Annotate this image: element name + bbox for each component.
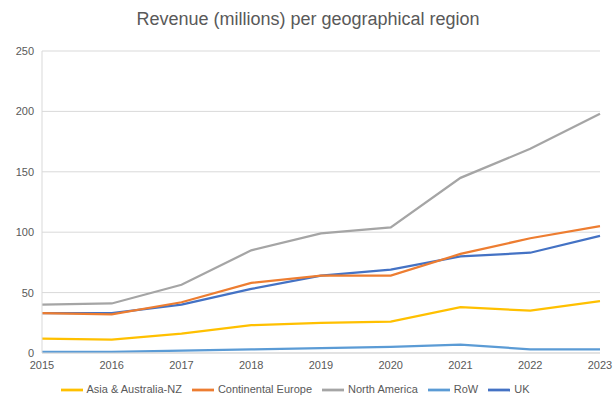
- html-text:Asia & Australia-NZ: Asia & Australia-NZ: [86, 382, 182, 395]
- html-text:Revenue (millions) per geograp: Revenue (millions) per geographical regi…: [136, 9, 480, 29]
- svg-text:2020: 2020: [379, 359, 403, 371]
- html-text:RoW: RoW: [453, 382, 479, 395]
- svg-text:2022: 2022: [518, 359, 542, 371]
- svg-text:150: 150: [16, 166, 34, 178]
- svg-text:2015: 2015: [30, 359, 54, 371]
- svg-text:0: 0: [28, 347, 34, 359]
- svg-text:2023: 2023: [588, 359, 608, 371]
- html-text:North America: North America: [348, 382, 418, 395]
- svg-text:250: 250: [16, 45, 34, 57]
- html-text:Continental Europe: Continental Europe: [217, 382, 313, 395]
- svg-text:2021: 2021: [448, 359, 472, 371]
- svg-text:2019: 2019: [309, 359, 333, 371]
- svg-text:200: 200: [16, 105, 34, 117]
- svg-text:2018: 2018: [239, 359, 263, 371]
- svg-text:2016: 2016: [100, 359, 124, 371]
- svg-text:2017: 2017: [169, 359, 193, 371]
- html-text:UK: UK: [514, 382, 530, 395]
- svg-text:100: 100: [16, 226, 34, 238]
- svg-text:50: 50: [22, 287, 34, 299]
